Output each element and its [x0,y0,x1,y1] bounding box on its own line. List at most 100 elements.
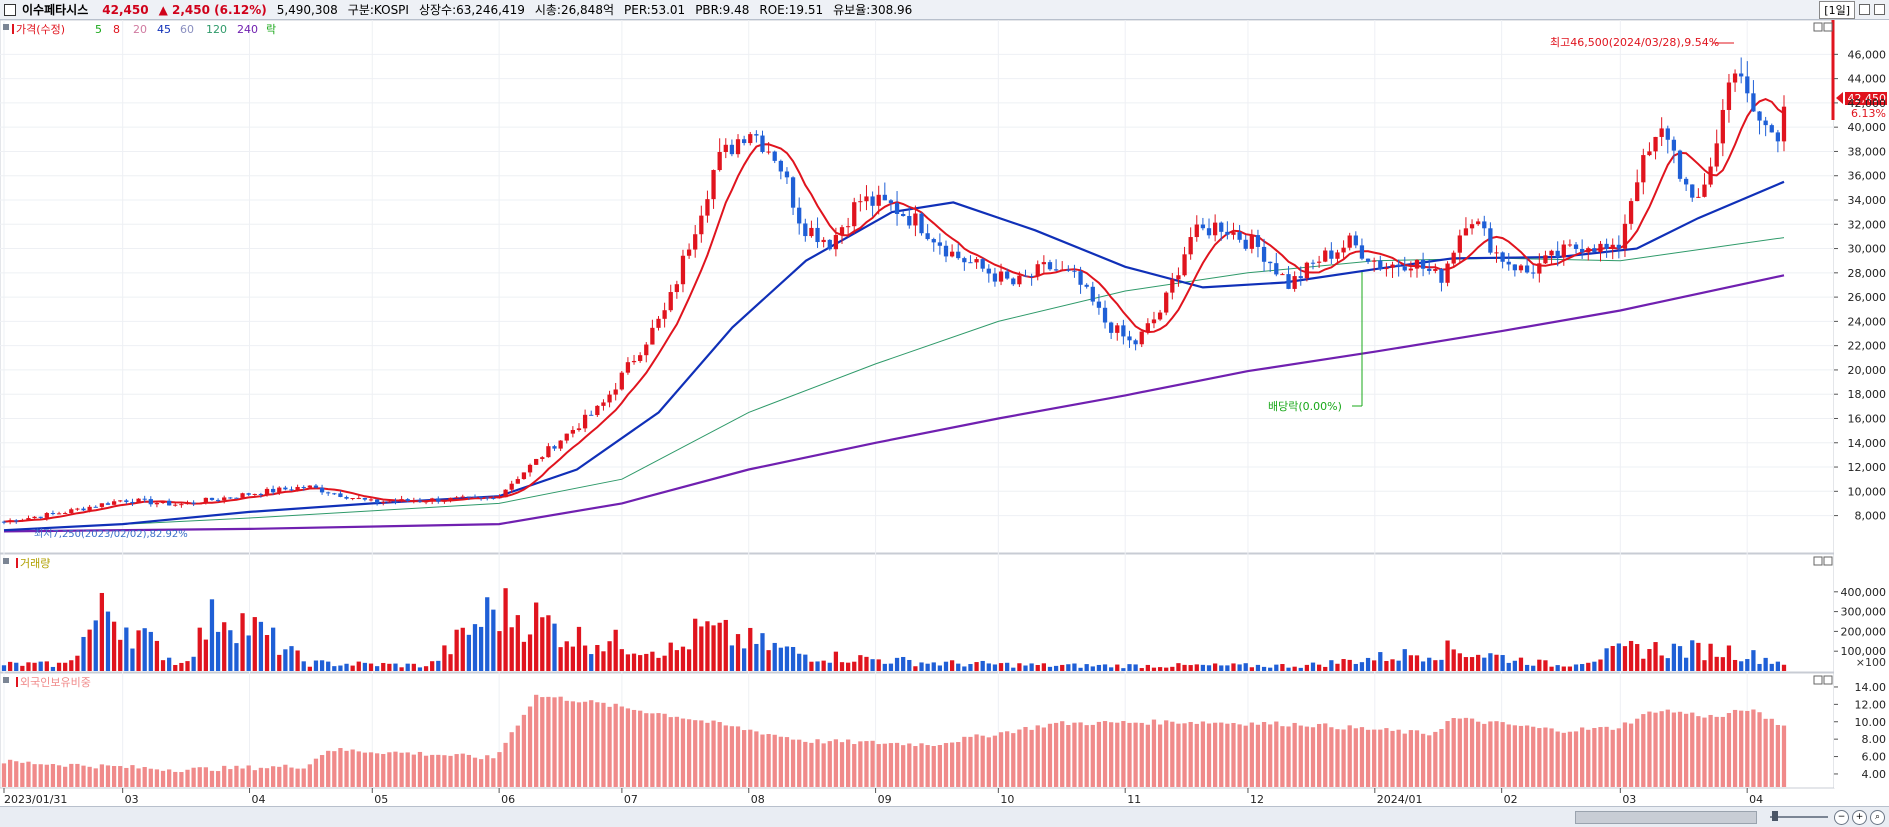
candle[interactable] [1439,267,1444,292]
volume-bar[interactable] [1255,664,1261,671]
volume-bar[interactable] [1053,665,1059,671]
volume-bar[interactable] [1647,649,1652,671]
candle[interactable] [723,138,728,159]
foreign-bar[interactable] [956,742,961,787]
candle[interactable] [1408,261,1414,278]
volume-bar[interactable] [1084,664,1089,671]
foreign-bar[interactable] [491,758,496,787]
foreign-bar[interactable] [1439,729,1444,787]
foreign-bar[interactable] [784,737,790,787]
foreign-bar[interactable] [252,770,257,787]
foreign-bar[interactable] [69,763,74,787]
candle[interactable] [1769,123,1774,133]
foreign-bar[interactable] [1231,722,1236,787]
candle[interactable] [833,227,839,257]
foreign-bar[interactable] [1151,719,1157,787]
candle[interactable] [319,484,325,495]
candle[interactable] [148,496,153,507]
candle[interactable] [430,497,435,505]
foreign-bar[interactable] [362,752,368,787]
volume-bars[interactable] [1,588,1787,671]
candle[interactable] [1200,217,1206,231]
candle[interactable] [650,319,655,345]
foreign-bar[interactable] [797,739,802,787]
candle[interactable] [1647,142,1652,157]
volume-bar[interactable] [1402,649,1407,671]
foreign-bar[interactable] [1396,729,1401,787]
volume-bar[interactable] [26,662,31,671]
volume-bar[interactable] [564,641,569,671]
candle[interactable] [986,264,991,283]
volume-bar[interactable] [93,620,98,671]
foreign-bar[interactable] [1751,709,1756,787]
volume-bar[interactable] [491,609,496,671]
foreign-bar[interactable] [1139,722,1144,787]
candle[interactable] [803,218,808,242]
candle[interactable] [1708,157,1713,188]
volume-bar[interactable] [1549,666,1554,671]
foreign-bar[interactable] [680,718,686,787]
candle[interactable] [1115,322,1120,341]
candle[interactable] [1072,264,1077,278]
candle[interactable] [301,485,306,491]
foreign-bar[interactable] [1029,729,1034,787]
candle[interactable] [118,500,123,503]
volume-bar[interactable] [772,642,777,671]
volume-bar[interactable] [907,659,912,671]
foreign-bar[interactable] [1555,731,1560,787]
foreign-bar[interactable] [1182,723,1187,787]
candle[interactable] [1359,238,1365,261]
candle[interactable] [460,494,465,499]
candle[interactable] [1237,225,1242,243]
foreign-bar[interactable] [1763,718,1768,787]
foreign-bar[interactable] [1628,723,1634,787]
foreign-bar[interactable] [1414,730,1420,787]
volume-bar[interactable] [203,639,208,671]
foreign-bar[interactable] [1769,718,1774,787]
volume-bar[interactable] [1066,664,1071,671]
foreign-bar[interactable] [454,754,459,787]
candle[interactable] [729,139,735,157]
foreign-bar[interactable] [326,750,331,787]
foreign-bar[interactable] [1017,729,1022,787]
candle[interactable] [1543,250,1548,265]
volume-bar[interactable] [693,618,698,671]
foreign-bar[interactable] [1005,731,1010,787]
volume-bar[interactable] [1035,665,1040,671]
foreign-bar[interactable] [1237,724,1242,787]
volume-bar[interactable] [956,663,961,671]
foreign-bar[interactable] [1060,721,1065,787]
foreign-bar[interactable] [442,755,447,787]
volume-bar[interactable] [1476,654,1481,671]
foreign-bar[interactable] [197,767,202,787]
volume-bar[interactable] [576,626,582,671]
candle[interactable] [1047,259,1053,271]
foreign-bar[interactable] [111,766,117,787]
candle[interactable] [1139,331,1144,348]
volume-bar[interactable] [784,646,790,671]
candle[interactable] [1781,95,1787,152]
foreign-bar[interactable] [821,743,826,787]
volume-bar[interactable] [1145,664,1150,671]
candle[interactable] [1316,255,1322,268]
volume-bar[interactable] [374,666,380,671]
foreign-bar[interactable] [1170,721,1175,787]
foreign-bar[interactable] [1500,722,1505,787]
volume-bar[interactable] [1586,662,1591,671]
candle[interactable] [1751,80,1756,112]
volume-bar[interactable] [919,662,924,671]
volume-bar[interactable] [705,621,710,671]
volume-bar[interactable] [1659,655,1664,671]
volume-bar[interactable] [1555,665,1560,671]
foreign-bar[interactable] [509,732,514,787]
candle[interactable] [735,134,741,158]
candle[interactable] [1102,300,1108,329]
foreign-bar[interactable] [56,765,62,787]
minimize-icon[interactable] [1859,4,1870,15]
foreign-bar[interactable] [1194,723,1199,787]
candle[interactable] [625,357,631,375]
foreign-bar[interactable] [894,742,900,787]
foreign-bar[interactable] [1537,728,1542,787]
foreign-bar[interactable] [1096,721,1102,787]
volume-bar[interactable] [509,627,514,671]
